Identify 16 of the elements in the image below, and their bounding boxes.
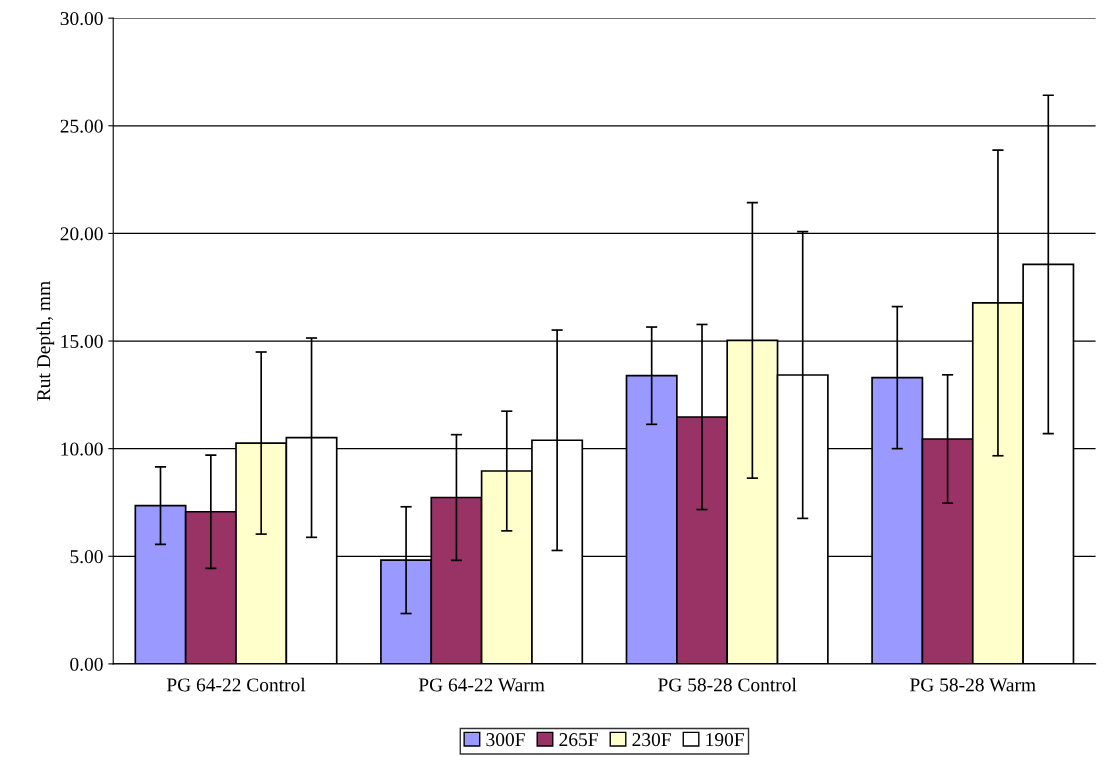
- legend-label: 230F: [632, 733, 671, 747]
- y-tick-label: 5.00: [70, 550, 103, 564]
- y-tick-label: 0.00: [70, 657, 103, 671]
- x-tick-label: PG 64-22 Control: [166, 677, 306, 692]
- y-tick-label: 15.00: [61, 334, 103, 349]
- y-axis-title: Rut Depth, mm: [36, 281, 55, 401]
- y-tick-label: 20.00: [60, 227, 103, 241]
- y-tick-label: 10.00: [61, 442, 103, 456]
- x-tick-label: PG 64-22 Warm: [418, 678, 545, 692]
- legend-label: 190F: [706, 733, 744, 747]
- y-tick-label: 25.00: [60, 119, 103, 133]
- x-tick-label: PG 58-28 Warm: [910, 678, 1036, 692]
- legend-label: 265F: [559, 733, 598, 747]
- y-tick-label: 30.00: [60, 11, 103, 26]
- x-tick-label: PG 58-28 Control: [658, 677, 797, 692]
- legend-label: 300F: [486, 733, 525, 747]
